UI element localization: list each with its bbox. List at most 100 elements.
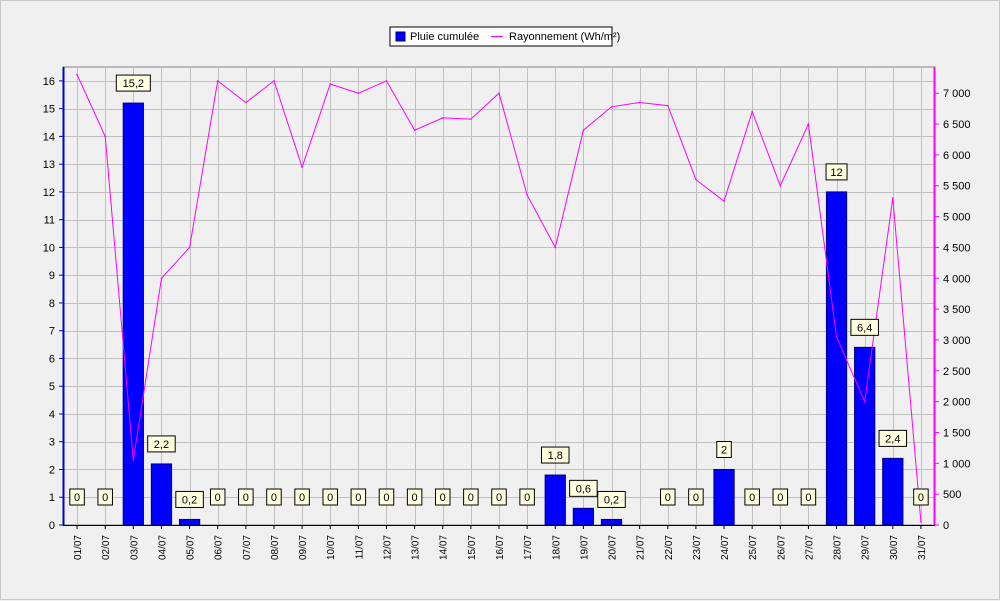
data-label: 2,4 (885, 433, 900, 445)
x-tick-label: 01/07 (73, 535, 84, 560)
data-label: 0 (327, 492, 333, 504)
rain-bar (150, 463, 173, 526)
right-tick-label: 4 000 (943, 273, 971, 285)
radiation-point (863, 400, 866, 403)
data-label-box (913, 488, 929, 506)
radiation-point (132, 459, 135, 462)
right-tick-label: 5 500 (943, 181, 971, 193)
radiation-point (751, 110, 753, 113)
right-tick-label: 4 500 (943, 242, 971, 254)
legend: Pluie cumulée Rayonnement (Wh/m²) (389, 26, 620, 47)
rain-bar (544, 474, 566, 526)
radiation-point (188, 246, 191, 249)
data-label-box (825, 163, 848, 181)
data-label: 15,2 (123, 78, 144, 90)
radiation-point (554, 246, 557, 249)
data-label: 0 (665, 492, 671, 504)
data-label-box (716, 440, 732, 458)
left-tick-label: 5 (49, 381, 55, 393)
data-label: 0 (749, 492, 755, 504)
radiation-point (695, 178, 697, 181)
left-tick-label: 1 (49, 492, 55, 504)
x-tick-label: 18/07 (551, 535, 562, 560)
x-tick-label: 28/07 (833, 535, 844, 560)
x-tick-label: 29/07 (861, 535, 872, 560)
data-label-box (378, 488, 395, 506)
x-tick-label: 31/07 (917, 535, 928, 560)
legend-swatch-rain (395, 31, 406, 42)
right-tick-label: 7 000 (943, 88, 971, 100)
rain-bar (600, 518, 623, 526)
data-label-box (238, 488, 254, 506)
data-label-box (597, 490, 626, 508)
data-label: 0 (243, 492, 249, 504)
data-label: 6,4 (857, 322, 872, 334)
data-label-box (350, 488, 367, 506)
radiation-point (413, 129, 416, 132)
data-label-box (688, 488, 704, 506)
x-tick-label: 17/07 (523, 535, 534, 560)
right-tick-label: 500 (943, 489, 961, 501)
right-tick-label: 6 000 (943, 150, 971, 162)
data-label-box (69, 488, 85, 506)
data-labels: 0 0 15,2 2,2 0,2 0 0 0 0 0 0 0 0 0 0 0 0 1,8 0,6 0,2 0 0 2 0 0 0 1… (69, 74, 929, 508)
radiation-point (638, 101, 641, 104)
data-label-box (115, 74, 151, 92)
data-label: 0 (74, 492, 80, 504)
left-tick-label: 7 (49, 326, 55, 338)
data-label: 2,2 (154, 439, 169, 451)
left-tick-label: 12 (43, 187, 55, 199)
data-label-box (175, 490, 204, 508)
radiation-point (807, 123, 810, 125)
data-label: 0 (524, 492, 530, 504)
data-label-box (97, 488, 113, 506)
data-label: 0 (496, 492, 502, 504)
data-label-box (266, 488, 282, 506)
data-label: 0,2 (182, 494, 197, 506)
left-tick-label: 0 (49, 520, 55, 532)
radiation-point (666, 104, 669, 107)
data-label-box (322, 488, 338, 506)
radiation-point (470, 118, 472, 120)
left-tick-label: 14 (43, 131, 55, 143)
radiation-point (582, 129, 585, 132)
data-label-box (744, 488, 760, 506)
data-label: 0 (299, 492, 305, 504)
right-tick-label: 3 000 (943, 335, 971, 347)
data-label: 0 (271, 492, 277, 504)
x-tick-label: 04/07 (157, 535, 168, 560)
rain-bar (854, 346, 876, 526)
x-tick-label: 12/07 (382, 535, 393, 560)
x-tick-label: 09/07 (298, 535, 309, 560)
right-tick-label: 2 000 (943, 397, 971, 409)
data-label-box (491, 488, 507, 506)
data-label-box (800, 488, 817, 506)
x-tick-label: 02/07 (101, 535, 112, 560)
radiation-point (76, 73, 78, 76)
radiation-point (723, 200, 725, 202)
data-label: 0,2 (604, 494, 619, 506)
x-tick-label: 25/07 (748, 535, 759, 560)
data-label: 0 (468, 492, 474, 504)
right-tick-label: 1 500 (943, 427, 971, 439)
rain-bar (713, 468, 735, 526)
x-tick-label: 30/07 (889, 535, 900, 560)
left-tick-label: 6 (49, 353, 55, 365)
radiation-point (441, 117, 444, 119)
data-label-box (772, 488, 789, 506)
x-tick-label: 15/07 (467, 535, 478, 560)
left-tick-label: 3 (49, 437, 55, 449)
data-label: 2 (721, 444, 727, 456)
data-label-box (850, 318, 879, 336)
x-tick-label: 16/07 (495, 535, 506, 560)
right-tick-label: 0 (943, 520, 949, 532)
radiation-line (76, 73, 922, 523)
data-label: 0 (440, 492, 446, 504)
radiation-point (892, 197, 894, 199)
left-tick-label: 4 (49, 409, 55, 421)
data-label-box (541, 446, 570, 464)
x-tick-label: 07/07 (242, 535, 253, 560)
data-label-box (878, 429, 908, 447)
